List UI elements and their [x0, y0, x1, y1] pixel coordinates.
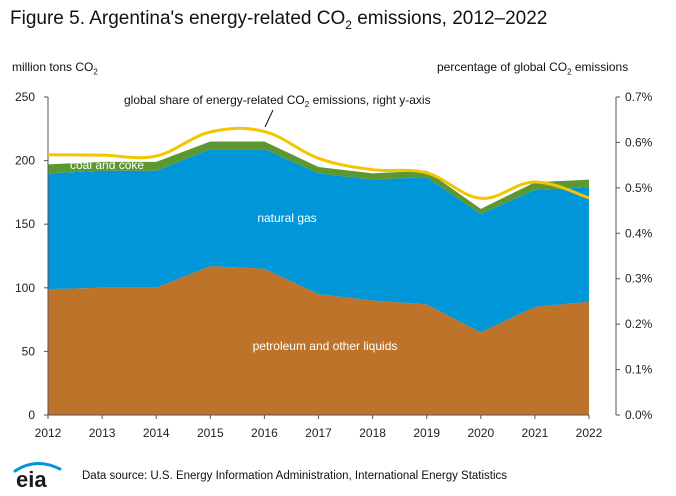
chart-labels: coal and coke natural gas petroleum and ot…: [70, 93, 431, 353]
global-share-line-label: global share of energy-related CO2 emiss…: [124, 93, 431, 109]
x-tick-label: 2021: [522, 426, 549, 440]
eia-logo: eia: [12, 460, 68, 495]
x-tick-label: 2017: [305, 426, 332, 440]
y2-tick-label: 0.3%: [625, 272, 653, 286]
natural-gas-label: natural gas: [257, 211, 316, 225]
petroleum-label: petroleum and other liquids: [253, 339, 398, 353]
figure-title: Figure 5. Argentina's energy-related CO2…: [10, 8, 548, 32]
x-tick-label: 2020: [467, 426, 494, 440]
global-share-line-layer: [47, 126, 590, 200]
y2-tick-label: 0.5%: [625, 181, 653, 195]
line-label-leader: [264, 109, 274, 128]
y2-tick-label: 0.7%: [625, 90, 653, 104]
y2-tick-label: 0.0%: [625, 408, 653, 422]
x-tick-label: 2015: [197, 426, 224, 440]
x-tick-label: 2014: [143, 426, 170, 440]
axes: 0 50 100 150 200 250 0.0% 0.1% 0.2% 0.3% 0.4% 0.5% 0…: [15, 90, 653, 440]
petroleum-area: [48, 266, 589, 415]
y2-tick-label: 0.4%: [625, 226, 653, 240]
x-tick-label: 2018: [359, 426, 386, 440]
eia-logo-text: eia: [16, 467, 47, 490]
y2-tick-label: 0.2%: [625, 317, 653, 331]
coal-area: [48, 141, 589, 215]
left-axis-title: million tons CO2: [12, 60, 98, 77]
coal-and-coke-label: coal and coke: [70, 158, 144, 172]
global-share-line: [47, 126, 590, 200]
x-tick-label: 2013: [89, 426, 116, 440]
y-tick-label: 200: [15, 154, 35, 168]
y2-tick-label: 0.6%: [625, 135, 653, 149]
x-tick-label: 2012: [35, 426, 62, 440]
right-axis-title: percentage of global CO2 emissions: [437, 60, 629, 77]
y-tick-label: 50: [22, 344, 36, 358]
x-tick-label: 2019: [413, 426, 440, 440]
source-note: Data source: U.S. Energy Information Adm…: [82, 470, 508, 482]
stacked-areas: [48, 141, 589, 415]
y-tick-label: 250: [15, 90, 35, 104]
y2-tick-label: 0.1%: [625, 363, 653, 377]
natural-gas-area: [48, 149, 589, 333]
x-tick-label: 2022: [576, 426, 603, 440]
y-tick-label: 100: [15, 281, 35, 295]
y-tick-label: 0: [28, 408, 35, 422]
x-tick-label: 2016: [251, 426, 278, 440]
y-tick-label: 150: [15, 217, 35, 231]
